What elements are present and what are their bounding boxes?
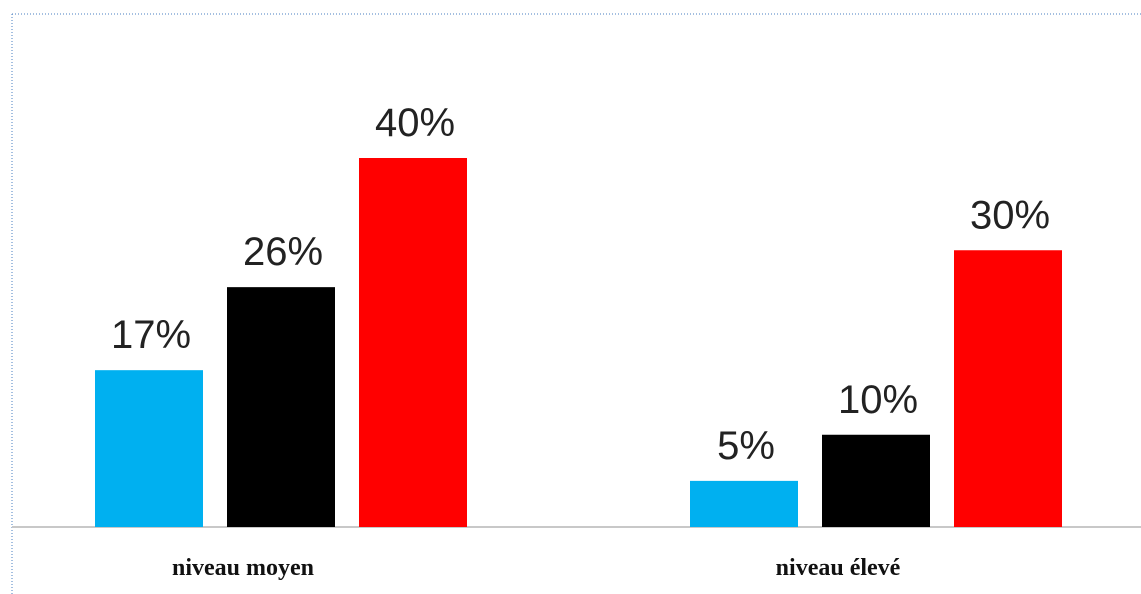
bar xyxy=(954,250,1062,527)
bar xyxy=(95,370,203,527)
value-label: 5% xyxy=(717,424,775,468)
value-label: 17% xyxy=(111,313,191,357)
category-label: niveau moyen xyxy=(172,555,314,581)
value-label: 10% xyxy=(838,378,918,422)
value-label: 40% xyxy=(375,101,455,145)
value-label: 30% xyxy=(970,193,1050,237)
value-label: 26% xyxy=(243,230,323,274)
bar xyxy=(227,287,335,527)
bar xyxy=(359,158,467,527)
bar xyxy=(822,434,930,527)
category-label: niveau élevé xyxy=(776,555,901,581)
bar xyxy=(690,480,798,527)
